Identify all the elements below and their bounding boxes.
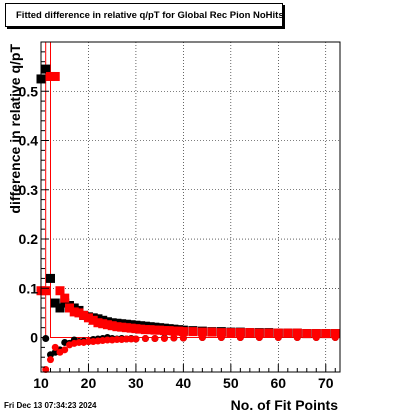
red-circle-point: [236, 334, 244, 342]
red-square-point: [321, 329, 331, 339]
red-square-point: [254, 328, 264, 338]
red-square-point: [74, 308, 84, 318]
red-circle-point: [141, 335, 149, 343]
red-square-point: [197, 327, 207, 337]
y-tick-label: 0: [30, 330, 38, 346]
red-circle-point: [179, 334, 187, 342]
red-circle-point: [217, 334, 225, 342]
x-tick-label: 10: [33, 375, 49, 391]
red-square-point: [107, 321, 117, 331]
red-square-point: [273, 328, 283, 338]
red-square-point: [45, 71, 55, 81]
red-square-point: [41, 286, 51, 296]
data-layer: [36, 41, 340, 374]
red-circle-point: [132, 335, 140, 343]
y-tick-label: 0.5: [19, 83, 39, 99]
red-square-point: [283, 328, 293, 338]
red-square-point: [292, 328, 302, 338]
y-tick-label: 0.4: [19, 133, 39, 149]
red-circle-point: [312, 334, 320, 342]
red-square-point: [140, 325, 150, 335]
red-square-point: [121, 323, 131, 333]
x-tick-label: 40: [176, 375, 192, 391]
red-square-point: [83, 313, 93, 323]
red-circle-point: [170, 334, 178, 342]
red-circle-point: [331, 334, 339, 342]
black-square-point: [55, 303, 65, 313]
red-circle-point: [160, 335, 168, 343]
chart-title-box: Fitted difference in relative q/pT for G…: [5, 3, 284, 27]
red-square-point: [330, 329, 340, 339]
plot-frame: [40, 41, 341, 373]
red-circle-point: [51, 343, 59, 351]
red-square-point: [150, 325, 160, 335]
red-square-point: [264, 328, 274, 338]
red-square-point: [64, 303, 74, 313]
red-square-point: [69, 307, 79, 317]
red-square-point: [235, 328, 245, 338]
red-square-point: [245, 328, 255, 338]
red-square-point: [98, 319, 108, 329]
x-axis-title: No. of Fit Points: [231, 397, 339, 413]
red-circle-point: [293, 334, 301, 342]
red-square-point: [136, 324, 146, 334]
black-square-point: [50, 298, 60, 308]
black-square-point: [41, 64, 51, 74]
black-square-point: [45, 273, 55, 283]
red-circle-point: [61, 346, 69, 354]
red-square-point: [112, 322, 122, 332]
red-square-point: [216, 328, 226, 338]
y-axis-title: difference in relative q/pT: [7, 44, 23, 214]
red-circle-point: [255, 334, 263, 342]
red-square-point: [159, 326, 169, 336]
black-circle-point: [42, 335, 50, 343]
y-tick-label: 0.3: [19, 182, 39, 198]
x-tick-label: 30: [128, 375, 144, 391]
red-square-point: [174, 326, 184, 336]
red-square-point: [102, 320, 112, 330]
red-square-point: [311, 329, 321, 339]
red-square-point: [207, 327, 217, 337]
red-square-point: [178, 327, 188, 337]
y-tick-label: 0.2: [19, 231, 39, 247]
y-tick-label: 0.1: [19, 280, 39, 296]
red-circle-point: [46, 356, 54, 364]
red-circle-point: [198, 334, 206, 342]
red-circle-point: [42, 366, 50, 374]
red-circle-point: [151, 335, 159, 343]
grid: [41, 42, 340, 372]
black-square-point: [60, 298, 70, 308]
red-square-point: [302, 329, 312, 339]
red-square-point: [169, 326, 179, 336]
red-square-point: [126, 323, 136, 333]
red-square-point: [50, 71, 60, 81]
red-square-point: [88, 315, 98, 325]
timestamp-label: Fri Dec 13 07:34:23 2024: [4, 401, 97, 410]
red-square-point: [226, 328, 236, 338]
red-circle-point: [274, 334, 282, 342]
x-tick-label: 70: [318, 375, 334, 391]
histogram-line: [41, 41, 340, 338]
red-square-point: [117, 322, 127, 332]
chart-title: Fitted difference in relative q/pT for G…: [16, 9, 284, 21]
red-square-point: [155, 325, 165, 335]
x-tick-label: 50: [223, 375, 239, 391]
red-square-point: [79, 310, 89, 320]
red-square-point: [55, 286, 65, 296]
red-square-point: [188, 327, 198, 337]
red-square-point: [93, 318, 103, 328]
red-square-point: [131, 324, 141, 334]
axes: 10 20 30 40 50 60 70 0 0.1 0.2 0.3 0.4 0.5: [19, 51, 336, 391]
x-tick-label: 60: [271, 375, 287, 391]
red-square-point: [60, 293, 70, 303]
x-tick-label: 20: [81, 375, 97, 391]
red-square-point: [145, 325, 155, 335]
red-square-point: [164, 326, 174, 336]
